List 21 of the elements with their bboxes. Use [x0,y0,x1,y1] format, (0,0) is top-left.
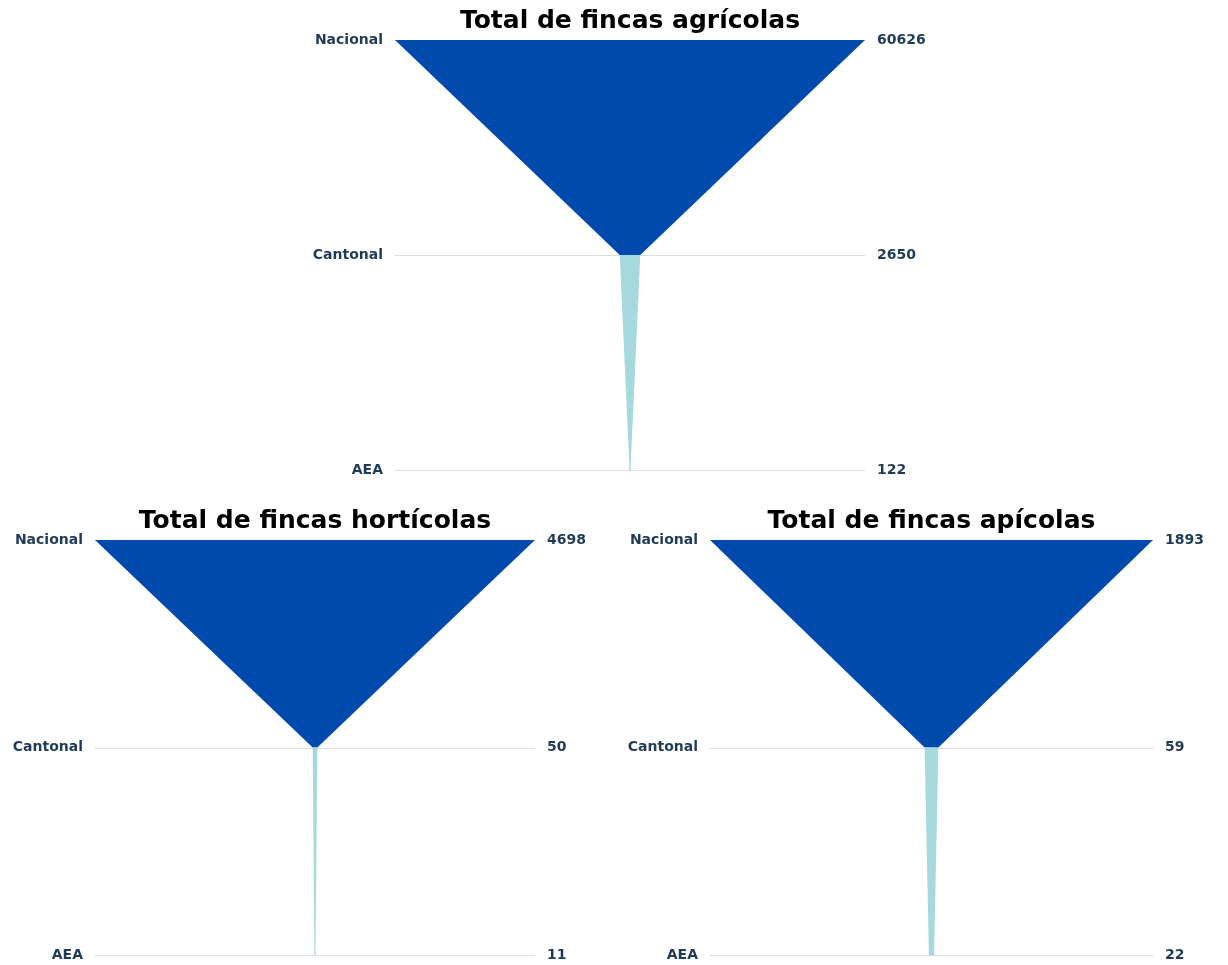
category-label: AEA [51,945,84,962]
category-label: Cantonal [627,738,698,755]
data-label: 22 [1165,945,1185,962]
category-label: Cantonal [312,245,383,262]
data-label: 4698 [547,530,586,547]
category-label: Nacional [629,530,698,547]
data-label: 2650 [877,245,917,262]
data-label: 122 [877,460,907,477]
category-label: AEA [351,460,384,477]
text: Total de fincas apícolas [767,504,1096,534]
category-label: Nacional [14,530,83,547]
data-label: 1893 [1165,530,1204,547]
data-label: 60626 [877,30,926,47]
text: Total de fincas hortícolas [138,504,492,534]
category-label: Cantonal [12,738,83,755]
category-label: Nacional [314,30,383,47]
data-label: 11 [547,945,567,962]
category-label: AEA [666,945,699,962]
data-label: 50 [547,738,567,755]
text: Total de fincas agrícolas [459,4,801,34]
data-label: 59 [1165,738,1185,755]
